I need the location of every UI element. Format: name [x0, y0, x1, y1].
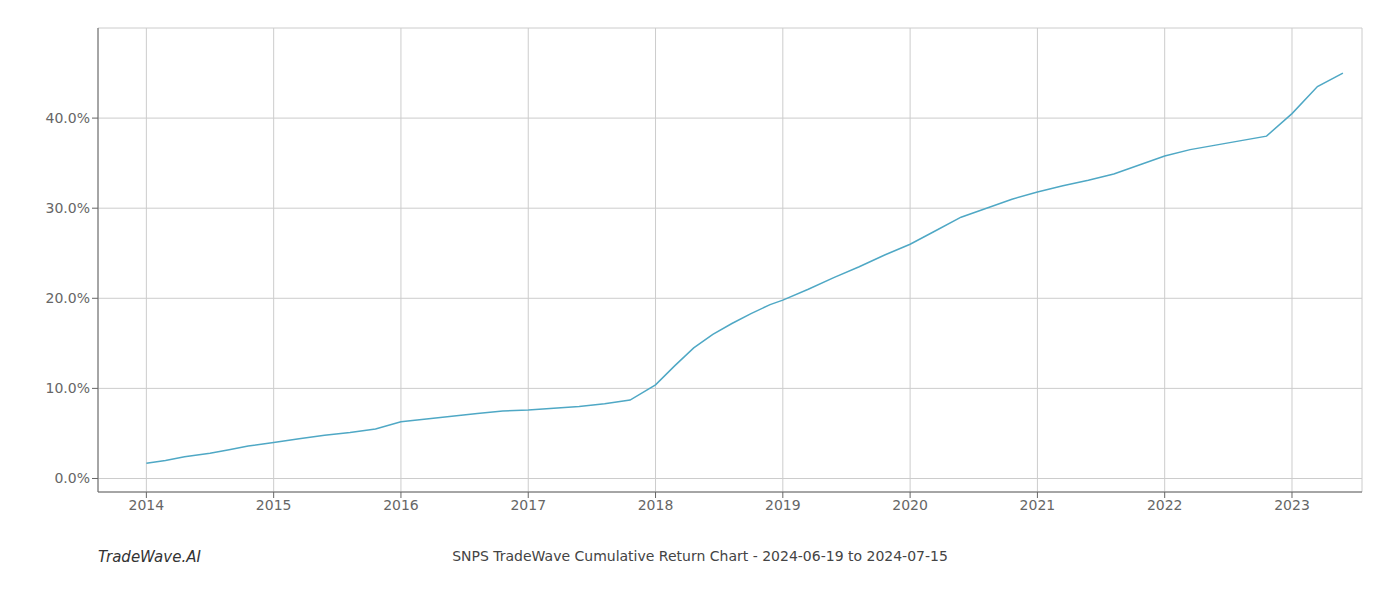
- svg-text:10.0%: 10.0%: [46, 380, 90, 396]
- svg-text:2020: 2020: [892, 497, 928, 513]
- svg-text:2022: 2022: [1147, 497, 1183, 513]
- svg-text:2016: 2016: [383, 497, 419, 513]
- html-text:SNPS TradeWave Cumulative Retu: SNPS TradeWave Cumulative Return Chart -…: [452, 548, 948, 564]
- svg-text:2018: 2018: [638, 497, 674, 513]
- html-text:TradeWave.AI: TradeWave.AI: [98, 548, 201, 566]
- svg-text:2014: 2014: [129, 497, 165, 513]
- svg-text:20.0%: 20.0%: [46, 290, 90, 306]
- svg-text:2017: 2017: [510, 497, 546, 513]
- svg-text:2023: 2023: [1274, 497, 1310, 513]
- svg-text:30.0%: 30.0%: [46, 200, 90, 216]
- svg-text:0.0%: 0.0%: [54, 470, 90, 486]
- svg-text:40.0%: 40.0%: [46, 110, 90, 126]
- svg-text:2015: 2015: [256, 497, 292, 513]
- svg-text:2019: 2019: [765, 497, 801, 513]
- svg-text:2021: 2021: [1020, 497, 1056, 513]
